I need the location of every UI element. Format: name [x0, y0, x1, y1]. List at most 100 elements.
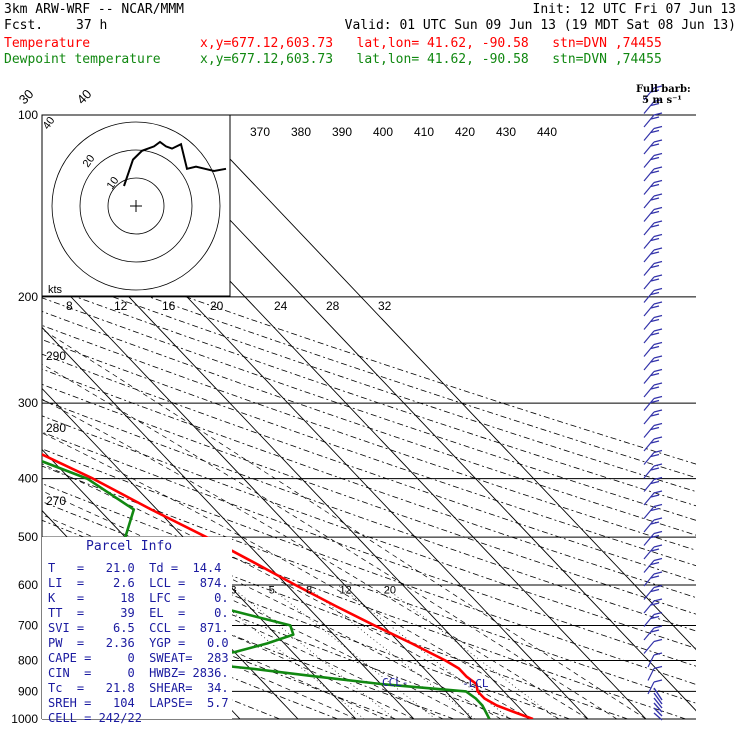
moist-adiabat: [42, 363, 618, 719]
wind-barb: [643, 395, 663, 411]
speed-label: 16: [162, 299, 176, 313]
legend-temperature-location: x,y=677.12,603.73 lat,lon= 41.62, -90.58…: [200, 36, 662, 51]
wind-barb: [653, 687, 663, 701]
moist-adiabat: [42, 583, 357, 719]
wind-barb: [643, 355, 663, 371]
wind-barb: [643, 598, 663, 614]
theta-label: 390: [332, 125, 352, 139]
theta-side-label: 290: [46, 349, 66, 363]
mixing-ratio-line: [304, 584, 476, 719]
temperature-curve: [42, 453, 534, 719]
wind-barb: [643, 139, 663, 155]
wind-barb: [643, 557, 663, 573]
dry-adiabat: [42, 558, 454, 719]
wind-barb: [643, 503, 663, 519]
parcel-info-title: Parcel Info: [86, 539, 173, 554]
dry-adiabat: [42, 339, 696, 567]
parcel-info-row: T = 21.0 Td = 14.4: [48, 561, 222, 575]
parcel-info-row: LI = 2.6 LCL = 874.: [48, 576, 229, 590]
wind-barb: [643, 463, 663, 479]
wind-barb: [643, 247, 663, 263]
dry-adiabat: [42, 465, 696, 704]
dry-adiabat: [42, 311, 696, 536]
wind-barb: [643, 368, 663, 384]
wind-barb: [643, 476, 663, 492]
wind-barb: [653, 707, 663, 717]
wind-barb: [643, 112, 663, 128]
mixing-ratio-label: 8: [306, 584, 312, 596]
wind-barb: [643, 571, 663, 587]
theta-side-label: 280: [46, 421, 66, 435]
dry-adiabat: [42, 448, 696, 685]
theta-side-label: 270: [46, 494, 66, 508]
wind-barb: [643, 260, 663, 276]
wind-key-units: 5 m s⁻¹: [642, 95, 682, 106]
pressure-label: 400: [18, 472, 38, 486]
dry-adiabat: [42, 431, 696, 667]
wind-barbs: [643, 85, 663, 721]
parcel-info-row: Tc = 21.8 SHEAR= 34.: [48, 681, 229, 695]
wind-barb: [643, 274, 663, 290]
speed-label: 8: [66, 299, 73, 313]
wind-key-label: Full barb:: [636, 84, 691, 95]
wind-barb: [643, 382, 663, 398]
pressure-label: 500: [18, 530, 38, 544]
wind-barb: [643, 85, 663, 101]
pressure-label: 600: [18, 578, 38, 592]
pressure-label: 1000: [11, 712, 38, 726]
wind-barb: [643, 517, 663, 533]
wind-barb: [643, 328, 663, 344]
dry-adiabat: [42, 368, 696, 598]
wind-barb: [643, 638, 663, 654]
wind-barb: [653, 692, 663, 705]
wind-barb: [643, 287, 663, 303]
wind-barb: [643, 436, 663, 452]
mixing-ratio-label: 3: [230, 584, 236, 596]
dry-adiabat: [42, 257, 696, 479]
speed-label: 12: [114, 299, 128, 313]
ccl-annotation: CCL-: [382, 676, 409, 689]
mixing-ratio-label: 20: [384, 584, 396, 596]
isotherm-line: [42, 326, 415, 719]
wind-barb: [643, 611, 663, 627]
wind-barb: [643, 152, 663, 168]
dry-adiabat: [42, 483, 686, 719]
hodograph-ring-label: 10: [105, 175, 122, 192]
wind-barb: [643, 125, 663, 141]
hodograph-ring-label: 40: [41, 115, 58, 132]
wind-barb: [647, 652, 663, 668]
speed-label: 28: [326, 299, 340, 313]
dry-adiabat: [42, 383, 696, 615]
pressure-label: 700: [18, 618, 38, 632]
dry-adiabat: [42, 297, 696, 521]
init-time: Init: 12 UTC Fri 07 Jun 13: [532, 2, 737, 17]
dry-adiabat: [42, 353, 696, 582]
moist-adiabat: [42, 432, 560, 719]
theta-label: 410: [414, 125, 434, 139]
pressure-label: 300: [18, 396, 38, 410]
pressure-label: 800: [18, 653, 38, 667]
forecast-label: Fcst.: [4, 18, 44, 33]
hodograph-ring-label: 20: [81, 153, 98, 170]
isotherm-line: [42, 265, 473, 719]
wind-barb: [643, 193, 663, 209]
moist-adiabat: [42, 514, 473, 719]
mixing-ratio-line: [228, 584, 396, 719]
parcel-info-row: CELL = 242/22: [48, 711, 142, 725]
mixing-ratio-label: 12: [340, 584, 352, 596]
parcel-info-row: PW = 2.36 YGP = 0.0: [48, 636, 229, 650]
theta-label: 400: [373, 125, 393, 139]
wind-barb: [643, 233, 663, 249]
wind-barb: [643, 166, 663, 182]
theta-label: 380: [291, 125, 311, 139]
wind-barb: [643, 179, 663, 195]
wind-barb: [643, 301, 663, 317]
wind-barb: [653, 702, 663, 713]
speed-label: 24: [274, 299, 288, 313]
dry-adiabat: [42, 501, 628, 719]
wind-barb: [643, 584, 663, 600]
isotherm-label: 40: [74, 86, 95, 107]
parcel-info-panel: Parcel Info T = 21.0 Td = 14.4 LI = 2.6 …: [42, 537, 232, 725]
wind-barb: [643, 341, 663, 357]
